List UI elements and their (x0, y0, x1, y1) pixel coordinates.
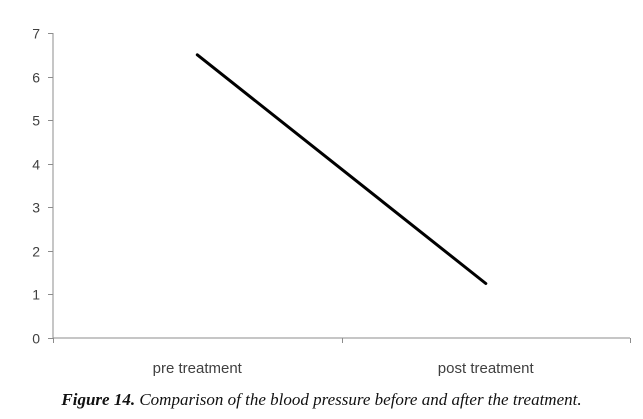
y-tick-label: 2 (32, 244, 40, 260)
y-tick-label: 4 (32, 157, 40, 173)
y-tick-label: 3 (32, 200, 40, 216)
y-tick-label: 7 (32, 26, 40, 42)
figure-number: Figure 14. (61, 390, 136, 409)
figure-caption: Figure 14. Comparison of the blood press… (0, 390, 643, 410)
caption-text: Comparison of the blood pressure before … (135, 390, 582, 409)
x-category-label: post treatment (438, 360, 535, 377)
y-tick-label: 0 (32, 331, 40, 347)
y-tick-label: 1 (32, 287, 40, 303)
x-category-label: pre treatment (153, 360, 243, 377)
chart-axes (48, 33, 631, 343)
y-axis-tick-labels: 0 1 2 3 4 5 6 7 (32, 26, 40, 347)
y-tick-label: 5 (32, 113, 40, 129)
series-line (195, 53, 488, 285)
y-tick-label: 6 (32, 70, 40, 86)
series-lines (195, 53, 488, 285)
line-chart: 0 1 2 3 4 5 6 7 pre treatment post treatment (32, 26, 631, 377)
x-axis-category-labels: pre treatment post treatment (153, 360, 535, 377)
